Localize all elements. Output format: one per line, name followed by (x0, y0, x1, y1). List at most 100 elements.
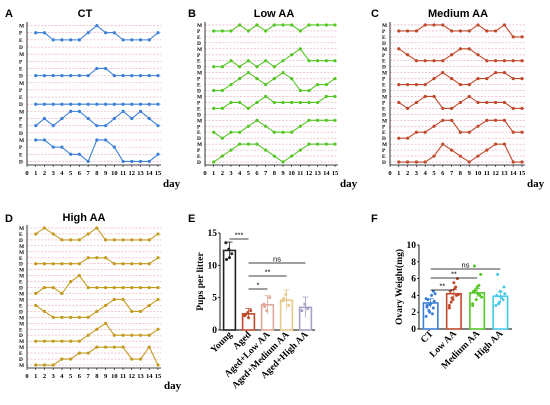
data-point (494, 59, 498, 63)
stage-tick-label: D (19, 131, 23, 137)
data-point (511, 77, 515, 81)
x-tick-label: 8 (95, 170, 99, 177)
data-point (497, 302, 501, 306)
data-point (212, 88, 216, 93)
x-tick-label: 11 (297, 170, 303, 177)
data-point (60, 102, 64, 106)
data-point (156, 31, 160, 35)
data-point (450, 53, 454, 57)
data-point (458, 82, 462, 87)
stage-tick-label: P (197, 124, 201, 130)
stage-tick-label: D (197, 41, 201, 47)
data-point (262, 302, 266, 306)
data-point (298, 47, 302, 51)
data-point (220, 106, 224, 110)
x-tick-label: 6 (441, 170, 445, 177)
data-point (77, 74, 81, 78)
data-point (60, 357, 64, 361)
data-point (441, 59, 445, 63)
x-tick-label: 12 (306, 170, 313, 177)
panel-letter-a: A (5, 8, 13, 20)
data-point (238, 77, 242, 81)
data-point (450, 118, 454, 122)
data-point (34, 102, 38, 106)
data-point (333, 59, 337, 63)
data-point (104, 102, 108, 106)
data-point (298, 124, 302, 128)
data-point (130, 116, 134, 121)
stage-tick-label: E (197, 106, 201, 112)
data-point (95, 66, 99, 71)
data-point (458, 47, 462, 51)
data-point (502, 100, 506, 105)
data-point (290, 23, 294, 27)
panel-a-xlabel: day (163, 178, 181, 190)
series-line (35, 139, 159, 163)
data-point (303, 302, 307, 306)
data-point (156, 152, 160, 156)
x-tick-label: 14 (146, 170, 153, 177)
data-point (255, 142, 259, 146)
data-point (502, 142, 506, 146)
data-point (121, 285, 125, 290)
data-point (456, 293, 460, 297)
data-point (263, 305, 267, 309)
data-point (333, 23, 337, 27)
data-point (130, 262, 134, 266)
stage-tick-label: M (197, 94, 202, 100)
stage-tick-label: D (19, 357, 23, 363)
data-point (255, 100, 259, 105)
data-point (290, 77, 294, 81)
data-point (282, 296, 286, 300)
data-point (424, 297, 428, 301)
data-point (264, 59, 268, 63)
data-point (272, 23, 276, 27)
data-point (406, 53, 410, 57)
stage-tick-label: M (19, 268, 24, 274)
data-point (69, 74, 73, 78)
y-tick-label: 0 (411, 325, 416, 335)
x-tick-label: 1 (397, 170, 400, 177)
data-point (77, 315, 81, 319)
data-point (86, 285, 90, 290)
data-point (316, 142, 320, 146)
data-point (156, 124, 160, 128)
data-point (60, 291, 64, 296)
data-point (34, 74, 38, 78)
stage-tick-label: E (19, 232, 23, 238)
data-point (69, 152, 73, 156)
data-point (138, 262, 143, 266)
data-point (499, 295, 503, 299)
data-point (238, 100, 242, 105)
data-point (112, 297, 116, 302)
x-tick-label: 7 (264, 170, 268, 177)
x-tick-label: 10 (475, 170, 482, 177)
data-point (450, 296, 454, 300)
data-point (224, 241, 228, 245)
data-point (414, 29, 418, 33)
stage-tick-label: E (19, 95, 23, 101)
data-point (86, 351, 90, 355)
data-point (406, 136, 410, 140)
stage-tick-label: M (19, 24, 24, 30)
x-tick-label: 1 (34, 170, 37, 177)
data-point (473, 288, 477, 292)
series-line (35, 322, 159, 342)
data-point (281, 130, 285, 134)
data-point (246, 59, 250, 63)
data-point (450, 29, 454, 33)
data-point (156, 285, 160, 290)
panel-c-xlabel: day (527, 178, 545, 190)
data-point (281, 160, 285, 164)
data-point (290, 130, 294, 134)
panel-letter-f: F (371, 213, 378, 225)
data-point (503, 292, 507, 296)
data-point (264, 148, 268, 152)
data-point (255, 65, 259, 69)
x-tick-label: 15 (155, 170, 162, 177)
data-point (121, 102, 125, 106)
data-point (112, 345, 116, 349)
x-tick-label: 6 (78, 373, 82, 380)
data-point (307, 100, 311, 105)
y-tick-label: 8 (411, 258, 416, 268)
